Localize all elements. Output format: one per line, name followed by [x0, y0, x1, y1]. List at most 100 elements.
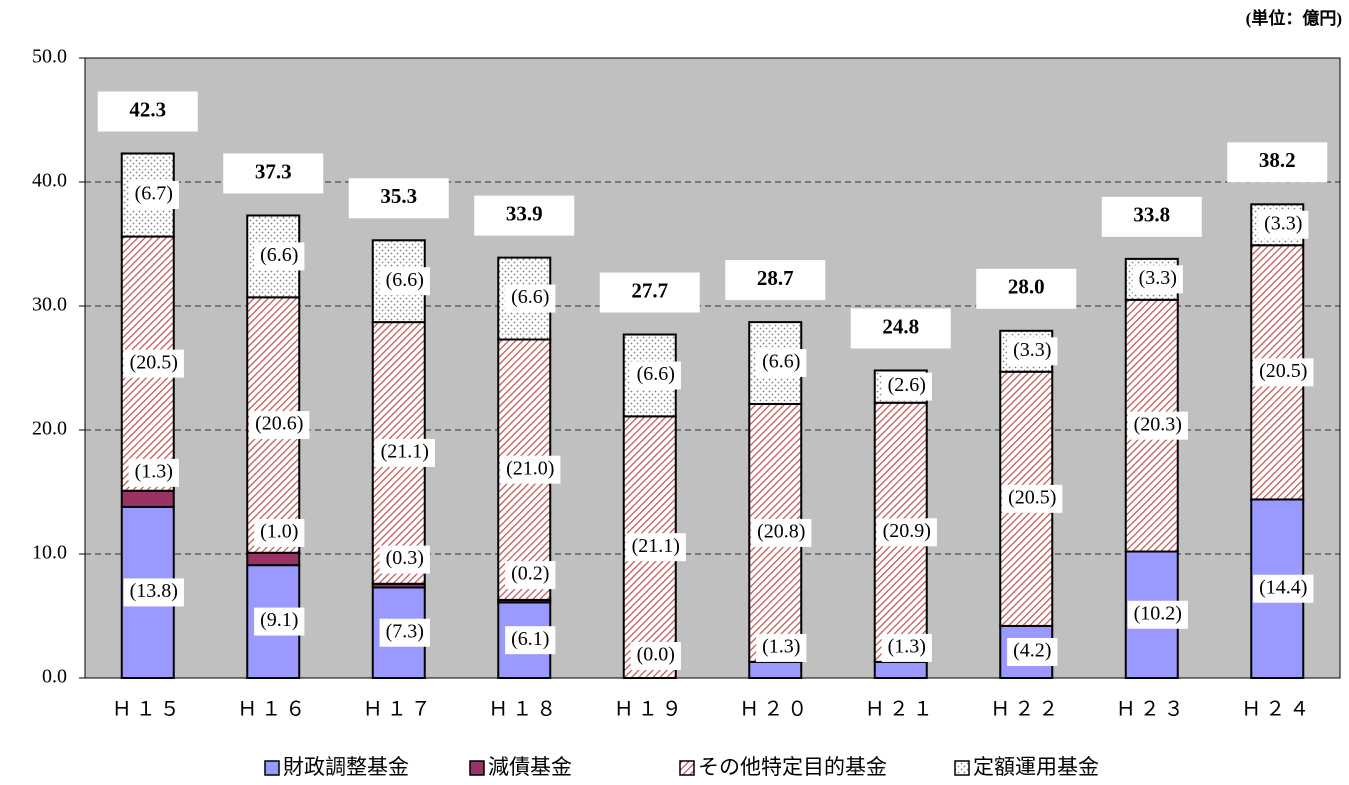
value-label-box [505, 284, 556, 313]
value-label: (21.1) [625, 533, 686, 562]
x-tick-label: Ｈ２２ [990, 699, 1062, 721]
total-label: 42.3 [129, 97, 166, 121]
value-label-box [1127, 411, 1188, 440]
value-label: (0.2) [505, 561, 556, 590]
total-label-box [1101, 196, 1202, 237]
value-label-box [1132, 265, 1183, 294]
value-label-text: (1.3) [135, 460, 173, 482]
value-label-box [630, 361, 681, 390]
value-label-text: (0.0) [637, 644, 675, 666]
total-label-box [348, 178, 449, 219]
value-label: (6.6) [254, 242, 305, 271]
value-label-text: (20.5) [1008, 486, 1056, 508]
legend-swatch [679, 760, 695, 776]
value-label-text: (3.3) [1013, 339, 1051, 361]
value-label-text: (20.8) [757, 521, 805, 543]
value-label-text: (20.9) [883, 520, 931, 542]
value-label-box [379, 618, 430, 647]
value-label: (20.9) [876, 518, 937, 547]
legend-label: その他特定目的基金 [698, 755, 887, 779]
legend-label: 減債基金 [488, 755, 572, 779]
x-tick-label: Ｈ１５ [112, 699, 184, 721]
value-label-text: (20.5) [1259, 360, 1307, 382]
bar-segment [246, 551, 301, 567]
value-label: (3.3) [1132, 265, 1183, 294]
value-label-box [756, 633, 807, 662]
y-tick-label: 0.0 [42, 666, 67, 688]
total-label-box [223, 153, 324, 194]
value-label-box [500, 455, 561, 484]
bar-segment [873, 660, 928, 680]
value-label: (20.8) [751, 518, 812, 547]
value-label-text: (2.6) [888, 374, 926, 396]
value-label: (6.6) [379, 267, 430, 296]
value-label-text: (3.3) [1139, 267, 1177, 289]
value-label: (2.6) [881, 372, 932, 401]
value-label: (20.5) [1002, 484, 1063, 513]
legend-swatch [469, 760, 485, 776]
y-tick-label: 40.0 [32, 170, 67, 192]
total-label: 35.3 [380, 184, 417, 208]
value-label-box [751, 518, 812, 547]
value-label-text: (6.7) [135, 183, 173, 205]
value-label: (3.3) [1258, 210, 1309, 239]
value-label-box [625, 533, 686, 562]
value-label: (6.7) [128, 181, 179, 210]
total-label-box [599, 272, 700, 313]
total-label: 24.8 [882, 314, 919, 338]
value-label-box [1258, 210, 1309, 239]
value-label-box [505, 626, 556, 655]
value-label-text: (6.6) [637, 363, 675, 385]
total-label: 37.3 [255, 159, 292, 183]
total-label: 28.7 [757, 266, 794, 290]
value-label-box [1253, 358, 1314, 387]
value-label-box [881, 372, 932, 401]
value-label: (14.4) [1253, 574, 1314, 603]
value-label: (6.6) [630, 361, 681, 390]
y-tick-label: 10.0 [32, 542, 67, 564]
value-label: (6.6) [505, 284, 556, 313]
x-tick-label: Ｈ２１ [865, 699, 937, 721]
value-label-box [1007, 337, 1058, 366]
value-label-box [374, 438, 435, 467]
value-label: (1.3) [881, 633, 932, 662]
value-label-box [123, 349, 184, 378]
value-label: (0.0) [630, 642, 681, 670]
value-label: (21.0) [500, 455, 561, 484]
unit-label: (単位：億円) [1246, 8, 1342, 28]
value-label-text: (20.5) [130, 351, 178, 373]
value-label-box [881, 633, 932, 662]
value-label: (1.3) [128, 458, 179, 487]
value-label-text: (10.2) [1134, 602, 1182, 624]
value-label: (20.5) [1253, 358, 1314, 387]
value-label-text: (1.3) [762, 636, 800, 658]
value-label: (9.1) [254, 607, 305, 636]
value-label: (3.3) [1007, 337, 1058, 366]
value-label-box [249, 411, 310, 440]
value-label-box [630, 642, 681, 670]
value-label-box [379, 545, 430, 574]
value-label-text: (4.2) [1013, 640, 1051, 662]
value-label: (6.6) [756, 349, 807, 378]
value-label: (6.1) [505, 626, 556, 655]
y-tick-label: 30.0 [32, 294, 67, 316]
total-label-box [474, 195, 575, 236]
value-label-text: (20.6) [255, 413, 303, 435]
value-label: (20.3) [1127, 411, 1188, 440]
value-label-box [254, 242, 305, 271]
value-label-box [254, 518, 305, 547]
value-label: (21.1) [374, 438, 435, 467]
value-label-box [1007, 637, 1058, 666]
value-label-box [128, 181, 179, 210]
value-label-text: (0.3) [386, 547, 424, 569]
value-label-text: (6.1) [511, 628, 549, 650]
value-label-text: (6.6) [260, 244, 298, 266]
x-tick-label: Ｈ１９ [614, 699, 686, 721]
value-label: (0.3) [379, 545, 430, 574]
value-label-box [254, 607, 305, 636]
value-label-box [379, 267, 430, 296]
x-tick-label: Ｈ２０ [739, 699, 811, 721]
total-label: 33.8 [1133, 203, 1170, 227]
total-label: 38.2 [1259, 148, 1296, 172]
value-label: (10.2) [1127, 600, 1188, 629]
